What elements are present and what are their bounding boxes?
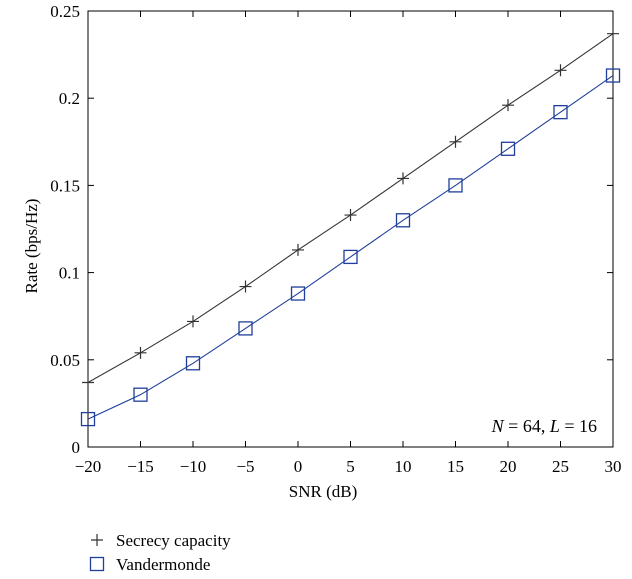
data-point-vandermonde [395,213,411,228]
y-axis-label: Rate (bps/Hz) [22,199,41,294]
data-point-secrecy-capacity [292,243,304,256]
data-point-secrecy-capacity [607,27,619,40]
annotation-variable: N [491,416,505,436]
data-point-vandermonde [290,286,306,301]
series-vandermonde [80,68,621,427]
legend: Secrecy capacity Vandermonde [89,531,231,574]
x-tick-label: −15 [127,457,154,476]
data-point-secrecy-capacity [554,64,567,77]
y-tick-label: 0.25 [50,2,80,21]
x-tick-label: 10 [395,457,412,476]
axis-ticks: −20 −15 −10 −5 0 5 10 15 20 25 30 0 0.05 0.1 0.15 0.2 0.… [50,2,621,476]
series-line-secrecy-capacity [87,33,614,383]
x-axis-label: SNR (dB) [289,482,357,501]
x-tick-label: 20 [500,457,517,476]
data-point-secrecy-capacity [187,315,199,328]
y-tick-label: 0.15 [50,176,80,195]
data-point-vandermonde [500,141,516,156]
x-tick-label: 30 [605,457,622,476]
y-tick-label: 0.2 [59,89,80,108]
data-point-secrecy-capacity [397,172,409,185]
data-point-secrecy-capacity [134,346,147,359]
legend-marker-vandermonde [89,556,105,572]
x-tick-label: 25 [552,457,569,476]
x-tick-label: −10 [180,457,207,476]
data-point-secrecy-capacity [502,99,514,112]
y-tick-label: 0.05 [50,351,80,370]
data-point-secrecy-capacity [344,209,357,222]
plot-area-border [87,10,614,448]
data-point-vandermonde [133,387,148,402]
annotation-text: = 64, [504,416,550,436]
series-layer [80,27,621,427]
x-tick-label: 0 [294,457,303,476]
data-point-secrecy-capacity [239,280,252,293]
data-point-secrecy-capacity [82,376,94,389]
annotation-parameters: N = 64, L = 16 [491,416,597,436]
legend-label-secrecy-capacity: Secrecy capacity [116,531,231,550]
x-tick-label: −20 [75,457,102,476]
x-tick-label: 15 [447,457,464,476]
plot-frame [87,10,614,448]
data-point-vandermonde [80,411,96,427]
data-point-vandermonde [553,105,568,120]
data-point-vandermonde [238,321,253,336]
annotation-text: = 16 [560,416,597,436]
y-tick-label: 0 [72,438,81,457]
series-line-vandermonde [87,75,614,420]
legend-marker-secrecy-capacity [91,534,103,546]
x-tick-label: −5 [236,457,254,476]
x-tick-label: 5 [346,457,355,476]
annotation-variable: L [549,416,560,436]
data-point-vandermonde [605,68,621,83]
data-point-vandermonde [343,249,358,265]
data-point-vandermonde [185,356,201,371]
y-tick-label: 0.1 [59,264,80,283]
legend-label-vandermonde: Vandermonde [116,555,210,574]
data-point-secrecy-capacity [449,135,462,148]
data-point-vandermonde [448,178,463,193]
series-secrecy-capacity [82,27,619,389]
